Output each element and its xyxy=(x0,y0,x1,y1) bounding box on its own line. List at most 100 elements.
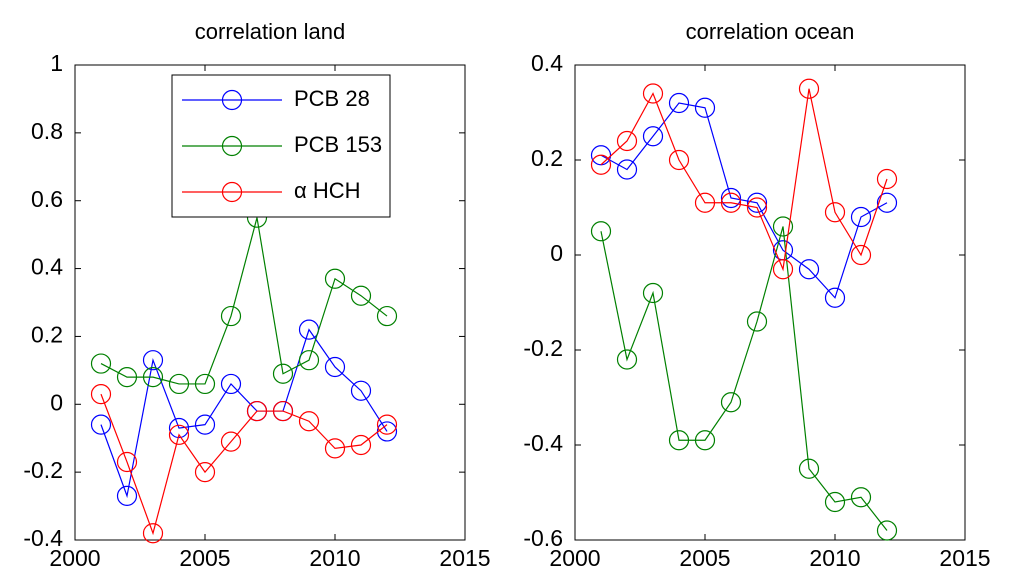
marker xyxy=(168,373,190,395)
marker xyxy=(772,216,794,237)
marker xyxy=(116,451,138,473)
y-tick-label: 0.4 xyxy=(531,50,563,76)
marker xyxy=(246,400,268,422)
marker xyxy=(298,350,320,371)
y-tick-label: -0.4 xyxy=(523,430,563,456)
marker xyxy=(824,491,846,513)
marker xyxy=(168,417,190,439)
marker xyxy=(142,350,164,371)
marker xyxy=(694,192,716,213)
y-tick-label: -0.2 xyxy=(523,335,563,361)
marker xyxy=(668,149,690,171)
marker xyxy=(324,268,346,289)
marker xyxy=(194,462,216,483)
marker xyxy=(168,424,190,445)
series-line xyxy=(600,102,888,299)
marker xyxy=(850,244,872,266)
x-tick-label: 2010 xyxy=(309,545,360,571)
marker xyxy=(824,287,846,308)
chart-title: correlation ocean xyxy=(686,19,855,44)
marker xyxy=(720,187,742,209)
x-tick-label: 2005 xyxy=(679,545,730,571)
marker xyxy=(798,259,820,280)
y-tick-label: 0 xyxy=(550,240,563,266)
marker xyxy=(746,197,768,218)
marker xyxy=(590,221,612,242)
series-line xyxy=(600,226,888,531)
marker xyxy=(116,367,138,388)
marker xyxy=(772,259,794,280)
marker xyxy=(798,78,820,99)
marker xyxy=(642,83,664,104)
x-tick-label: 2005 xyxy=(179,545,230,571)
marker xyxy=(194,373,216,395)
legend-label: PCB 153 xyxy=(294,132,382,157)
y-tick-label: -0.4 xyxy=(23,525,63,551)
x-tick-label: 2000 xyxy=(49,545,100,571)
y-tick-label: 0.2 xyxy=(531,145,563,171)
marker xyxy=(642,126,664,147)
x-tick-label: 2015 xyxy=(439,545,490,571)
marker xyxy=(220,373,242,395)
marker xyxy=(298,411,320,432)
marker xyxy=(746,311,768,332)
x-tick-label: 2000 xyxy=(549,545,600,571)
marker xyxy=(350,380,372,401)
y-tick-label: 1 xyxy=(50,50,63,76)
marker xyxy=(876,520,898,541)
marker xyxy=(142,523,164,544)
marker xyxy=(272,400,294,422)
marker xyxy=(616,130,638,152)
marker xyxy=(824,202,846,223)
marker xyxy=(324,438,346,459)
marker xyxy=(876,192,898,213)
y-tick-label: 0 xyxy=(50,389,63,415)
legend-marker xyxy=(221,89,243,111)
series-line xyxy=(100,217,388,385)
marker xyxy=(90,414,112,435)
legend-label: α HCH xyxy=(294,178,361,203)
y-tick-label: -0.2 xyxy=(23,457,63,483)
marker xyxy=(590,154,612,175)
marker xyxy=(668,430,690,451)
marker xyxy=(90,384,112,405)
marker xyxy=(876,168,898,190)
y-tick-label: 0.4 xyxy=(31,254,63,280)
plot-area xyxy=(574,64,966,541)
marker xyxy=(668,92,690,114)
marker xyxy=(720,392,742,413)
marker xyxy=(194,414,216,435)
marker xyxy=(324,356,346,378)
marker xyxy=(220,431,242,452)
marker xyxy=(376,414,398,435)
marker xyxy=(798,458,820,479)
marker xyxy=(116,485,138,506)
chart-title: correlation land xyxy=(195,19,345,44)
marker xyxy=(616,159,638,180)
series-line xyxy=(100,393,388,536)
series-line xyxy=(100,328,388,499)
marker xyxy=(350,285,372,306)
marker xyxy=(376,305,398,327)
y-tick-label: 0.8 xyxy=(31,118,63,144)
marker xyxy=(350,434,372,456)
marker xyxy=(694,430,716,451)
marker xyxy=(850,206,872,228)
y-tick-label: -0.6 xyxy=(523,525,563,551)
marker xyxy=(746,192,768,213)
marker xyxy=(694,97,716,118)
marker xyxy=(720,192,742,213)
marker xyxy=(616,349,638,370)
marker xyxy=(850,487,872,508)
marker xyxy=(220,305,242,327)
y-tick-label: 0.6 xyxy=(31,186,63,212)
marker xyxy=(272,363,294,384)
x-tick-label: 2010 xyxy=(809,545,860,571)
x-tick-label: 2015 xyxy=(939,545,990,571)
marker xyxy=(90,353,112,374)
legend-marker xyxy=(221,135,243,157)
legend-marker xyxy=(221,181,243,203)
marker xyxy=(142,367,164,388)
marker xyxy=(642,282,664,304)
